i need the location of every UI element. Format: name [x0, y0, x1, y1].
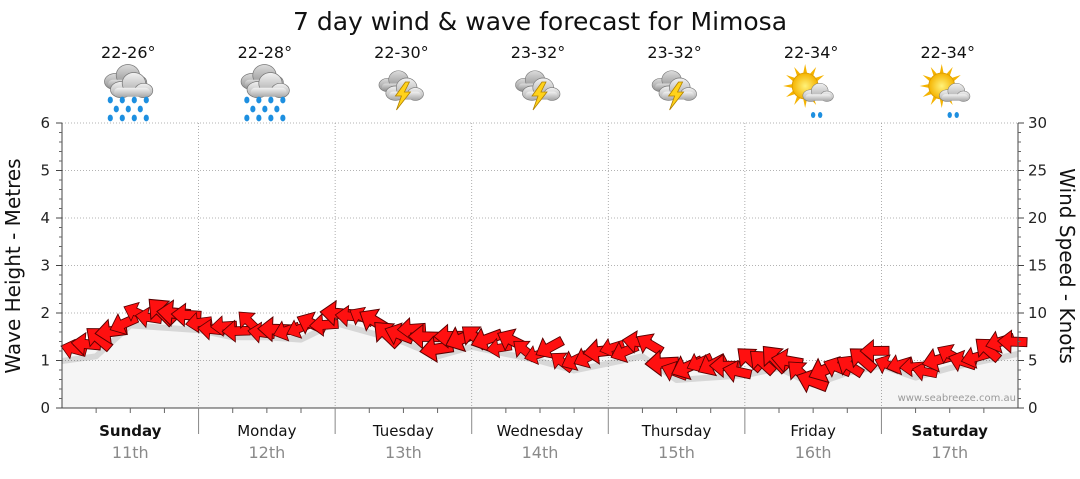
- day-date: 12th: [248, 443, 285, 462]
- day-date: 16th: [795, 443, 832, 462]
- day-name: Tuesday: [372, 422, 434, 440]
- wind-arrow: [636, 333, 665, 356]
- day-temperature: 22-30°: [374, 43, 429, 62]
- lightning-bolt: [394, 81, 412, 111]
- raindrop: [268, 114, 274, 122]
- raindrop: [274, 105, 280, 113]
- left-tick-label: 2: [40, 304, 50, 322]
- y-axis-label: Wave Height - Metres: [1, 158, 25, 373]
- wind-arrow: [859, 338, 890, 363]
- raindrop: [256, 114, 262, 122]
- raindrop: [954, 112, 959, 118]
- raindrop: [137, 105, 143, 113]
- wind-arrow: [210, 315, 238, 337]
- raindrop: [947, 112, 952, 118]
- rain-icon: [104, 64, 154, 122]
- left-tick-label: 0: [40, 399, 50, 417]
- right-tick-label: 25: [1028, 162, 1047, 180]
- right-tick-label: 20: [1028, 209, 1047, 227]
- raindrop: [268, 96, 274, 104]
- chart-title: 7 day wind & wave forecast for Mimosa: [293, 7, 787, 36]
- storm-icon: [515, 70, 561, 111]
- wind-arrow: [184, 311, 213, 334]
- raindrop: [262, 105, 268, 113]
- wind-arrow: [170, 302, 202, 328]
- raindrop: [143, 96, 149, 104]
- lightning-bolt: [667, 81, 685, 111]
- day-temperature: 23-32°: [511, 43, 566, 62]
- raindrop: [125, 105, 131, 113]
- wind-arrow: [996, 329, 1028, 354]
- day-labels: Sunday 11th Monday 12th Tuesday 13th Wednesday…: [95, 408, 989, 462]
- day-temperature: 22-26°: [101, 43, 156, 62]
- raindrop: [113, 105, 119, 113]
- rain-icon: [240, 64, 290, 122]
- cloud-shape: [939, 82, 971, 102]
- right-tick-label: 15: [1028, 257, 1047, 275]
- raindrop: [131, 114, 137, 122]
- raindrop: [244, 96, 250, 104]
- right-tick-label: 5: [1028, 352, 1038, 370]
- raindrop: [280, 114, 286, 122]
- right-tick-label: 10: [1028, 304, 1047, 322]
- raindrop: [107, 96, 113, 104]
- wind-arrow: [708, 353, 740, 379]
- raindrop: [143, 114, 149, 122]
- day-name: Monday: [237, 422, 296, 440]
- cloud-shape: [802, 82, 834, 102]
- wind-arrows: [60, 298, 1028, 394]
- day-date: 17th: [931, 443, 968, 462]
- left-tick-label: 4: [40, 209, 50, 227]
- day-name: Thursday: [641, 422, 712, 440]
- daily-forecast-row: 22-26° 22-28° 22-30° 23-32° 23-32° 22-34° 22-3…: [101, 43, 975, 122]
- y2-axis-label: Wind Speed - Knots: [1055, 168, 1079, 364]
- cloud-shape: [246, 72, 290, 99]
- day-temperature: 23-32°: [647, 43, 702, 62]
- raindrop: [280, 96, 286, 104]
- day-date: 11th: [112, 443, 149, 462]
- raindrop: [250, 105, 256, 113]
- day-name: Friday: [790, 422, 836, 440]
- raindrop: [817, 112, 823, 118]
- left-tick-label: 3: [40, 257, 50, 275]
- wind-arrow: [722, 359, 753, 384]
- raindrop: [256, 96, 262, 104]
- left-tick-label: 6: [40, 114, 50, 132]
- day-name: Wednesday: [497, 422, 584, 440]
- raindrop: [244, 114, 250, 122]
- raindrop: [810, 112, 816, 118]
- wind-arrow: [308, 313, 339, 337]
- day-temperature: 22-34°: [920, 43, 975, 62]
- right-y-ticks: 0 5 10 15 20 25 30: [1018, 114, 1047, 417]
- sun-shape: [783, 64, 828, 108]
- sun-shower-icon: [783, 64, 834, 118]
- storm-icon: [378, 70, 424, 111]
- day-date: 15th: [658, 443, 695, 462]
- raindrop: [107, 114, 113, 122]
- watermark: www.seabreeze.com.au: [898, 393, 1016, 404]
- wind-arrow: [886, 354, 914, 376]
- day-date: 13th: [385, 443, 422, 462]
- sun-shower-icon: [919, 64, 971, 118]
- wind-arrow: [737, 348, 765, 374]
- day-date: 14th: [522, 443, 559, 462]
- left-tick-label: 5: [40, 162, 50, 180]
- lightning-bolt: [531, 81, 548, 111]
- left-tick-label: 1: [40, 352, 50, 370]
- day-name: Saturday: [912, 422, 989, 440]
- day-temperature: 22-28°: [238, 43, 293, 62]
- right-tick-label: 30: [1028, 114, 1047, 132]
- day-temperature: 22-34°: [784, 43, 839, 62]
- raindrop: [119, 114, 125, 122]
- raindrop: [131, 96, 137, 104]
- left-y-ticks: 0 1 2 3 4 5 6: [40, 114, 62, 417]
- cloud-shape: [110, 72, 154, 99]
- storm-icon: [651, 70, 697, 111]
- day-name: Sunday: [99, 422, 162, 440]
- raindrop: [119, 96, 125, 104]
- right-tick-label: 0: [1028, 399, 1038, 417]
